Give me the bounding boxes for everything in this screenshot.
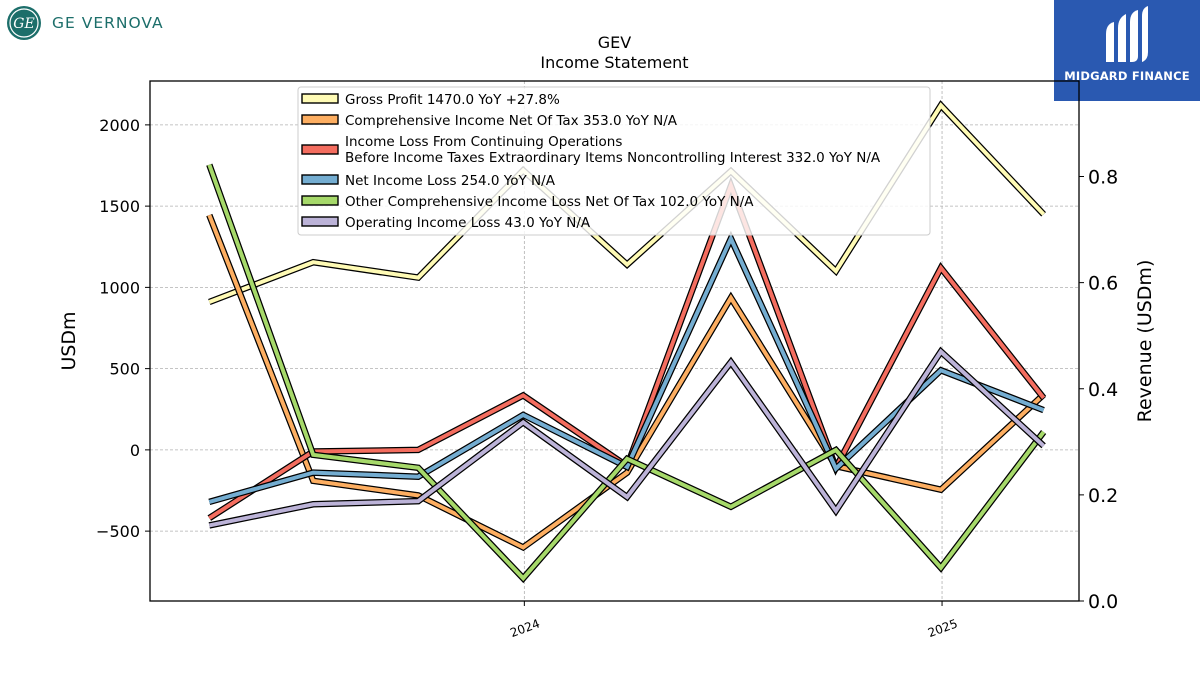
ge-monogram-icon: GE	[7, 6, 41, 40]
legend-swatch	[301, 174, 339, 185]
chart-subtitle: Income Statement	[540, 53, 688, 72]
legend-box	[297, 86, 931, 236]
series-line	[208, 348, 1045, 528]
y-tick-label: −500	[96, 522, 140, 541]
y-tick-label: 1000	[99, 278, 140, 297]
y-tick-label: 0	[130, 441, 140, 460]
legend-swatch	[301, 216, 339, 227]
legend-entry-label: Before Income Taxes Extraordinary Items …	[345, 150, 881, 166]
x-tick-label: 2025	[926, 616, 959, 640]
legend-entry-label: Comprehensive Income Net Of Tax 353.0 Yo…	[345, 113, 678, 129]
midgard-finance-logo: MIDGARD FINANCE	[1054, 0, 1200, 101]
series-line	[207, 214, 1045, 550]
legend-entry-label: Gross Profit 1470.0 YoY +27.8%	[345, 92, 560, 108]
legend: Gross Profit 1470.0 YoY +27.8% Comprehens…	[297, 86, 931, 236]
chart-title: GEV	[598, 33, 632, 52]
y2-tick-label: 0.2	[1088, 485, 1118, 507]
legend-swatch	[301, 195, 339, 206]
ge-vernova-logo: GE GE VERNOVA	[6, 5, 164, 41]
legend-entry-label: Income Loss From Continuing Operations	[345, 134, 622, 150]
y2-tick-label: 0.0	[1088, 591, 1118, 613]
series-5	[208, 346, 1046, 529]
legend-swatch	[301, 144, 339, 155]
y2-tick-label: 0.4	[1088, 379, 1118, 401]
y2-axis-label: Revenue (USDm)	[1134, 260, 1156, 423]
y-tick-label: 500	[109, 360, 140, 379]
series-1	[206, 213, 1046, 552]
ge-monogram-text: GE	[13, 16, 34, 32]
legend-swatch	[301, 93, 339, 104]
y-tick-label: 2000	[99, 116, 140, 135]
y-tick-label: 1500	[99, 197, 140, 216]
legend-entry-label: Net Income Loss 254.0 YoY N/A	[345, 173, 556, 189]
y2-tick-label: 0.8	[1088, 167, 1118, 189]
legend-entry-label: Other Comprehensive Income Loss Net Of T…	[345, 194, 754, 210]
series-line-outline	[208, 346, 1046, 529]
legend-entry-label: Operating Income Loss 43.0 YoY N/A	[345, 215, 591, 231]
midgard-emblem-icon	[1106, 6, 1148, 62]
legend-swatch	[301, 114, 339, 125]
y2-tick-label: 0.6	[1088, 273, 1118, 295]
midgard-finance-logo-text: MIDGARD FINANCE	[1064, 69, 1190, 83]
series-4	[206, 163, 1047, 584]
ge-vernova-logo-text: GE VERNOVA	[52, 14, 164, 32]
plot-frame	[149, 80, 1080, 602]
x-tick-label: 2024	[508, 616, 541, 640]
series-layer	[206, 100, 1047, 584]
y-axis-label: USDm	[58, 311, 80, 370]
series-line	[207, 164, 1046, 582]
